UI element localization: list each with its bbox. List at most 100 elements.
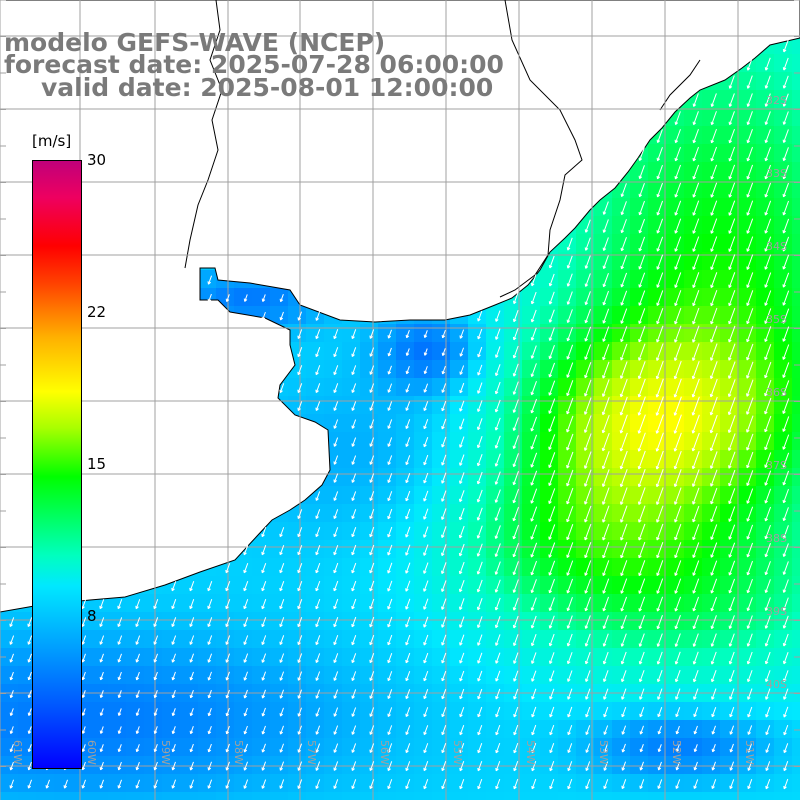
wind-arrow: [621, 706, 627, 718]
wind-arrow: [477, 382, 483, 394]
wind-arrow: [279, 599, 285, 610]
wind-arrow: [333, 347, 339, 358]
wind-speed-cell: [288, 378, 307, 397]
wind-arrow: [782, 416, 790, 432]
wind-arrow: [423, 526, 429, 538]
wind-arrow: [710, 272, 718, 289]
wind-arrow: [369, 616, 375, 628]
wind-speed-cell: [558, 702, 577, 721]
wind-arrow: [315, 491, 321, 501]
wind-speed-cell: [216, 774, 235, 793]
wind-speed-cell: [486, 342, 505, 361]
wind-speed-cell: [234, 576, 253, 595]
wind-speed-cell: [792, 90, 800, 109]
wind-arrow: [279, 580, 285, 592]
wind-speed-cell: [540, 648, 559, 667]
wind-arrow: [207, 725, 212, 735]
wind-arrow: [782, 615, 789, 629]
wind-arrow: [351, 329, 357, 340]
wind-arrow: [549, 670, 555, 682]
wind-speed-cell: [414, 342, 433, 361]
wind-speed-cell: [648, 756, 667, 775]
wind-speed-cell: [342, 468, 361, 487]
wind-speed-cell: [360, 342, 379, 361]
wind-speed-cell: [324, 774, 343, 793]
wind-arrow: [512, 417, 519, 431]
wind-speed-cell: [684, 792, 703, 800]
wind-speed-cell: [450, 378, 469, 397]
wind-speed-cell: [792, 126, 800, 145]
wind-arrow: [315, 347, 321, 358]
wind-speed-cell: [378, 630, 397, 649]
wind-arrow: [512, 310, 519, 323]
wind-arrow: [692, 505, 700, 523]
latitude-label: 39S: [766, 605, 787, 618]
wind-arrow: [261, 617, 267, 628]
wind-arrow: [656, 541, 664, 559]
wind-speed-cell: [468, 648, 487, 667]
wind-arrow: [477, 400, 483, 412]
wind-speed-cell: [468, 612, 487, 631]
wind-arrow: [729, 706, 735, 718]
wind-speed-cell: [288, 756, 307, 775]
wind-speed-cell: [792, 630, 800, 649]
longitude-label: 58W: [232, 740, 245, 765]
wind-arrow: [405, 671, 411, 682]
wind-speed-cell: [378, 486, 397, 505]
wind-speed-cell: [432, 594, 451, 613]
wind-arrow: [621, 688, 627, 700]
wind-speed-cell: [630, 522, 649, 541]
wind-speed-cell: [324, 594, 343, 613]
wind-arrow: [27, 617, 33, 628]
wind-speed-cell: [504, 306, 523, 325]
wind-arrow: [782, 434, 790, 450]
wind-arrow: [709, 414, 718, 434]
wind-arrow: [387, 743, 393, 754]
wind-arrow: [782, 218, 790, 234]
wind-speed-cell: [450, 792, 469, 800]
wind-arrow: [513, 706, 519, 718]
wind-speed-cell: [738, 396, 757, 415]
wind-arrow: [765, 761, 771, 772]
wind-arrow: [638, 560, 646, 577]
wind-arrow: [674, 578, 682, 594]
wind-arrow: [99, 761, 104, 771]
wind-arrow: [297, 617, 303, 628]
wind-arrow: [441, 454, 447, 466]
wind-arrow: [315, 509, 321, 520]
wind-arrow: [135, 779, 141, 789]
wind-speed-cell: [612, 396, 631, 415]
wind-arrow: [567, 778, 573, 790]
wind-speed-cell: [108, 648, 127, 667]
wind-speed-cell: [630, 504, 649, 523]
wind-arrow: [693, 761, 698, 771]
wind-arrow: [189, 743, 194, 753]
wind-arrow: [639, 779, 645, 790]
wind-arrow: [441, 400, 447, 412]
wind-arrow: [782, 200, 790, 216]
wind-arrow: [243, 617, 249, 628]
wind-speed-cell: [486, 648, 505, 667]
wind-speed-cell: [486, 306, 505, 325]
wind-arrow: [675, 688, 681, 700]
wind-arrow: [459, 778, 465, 790]
wind-arrow: [711, 706, 717, 718]
wind-arrow: [512, 435, 519, 450]
wind-speed-cell: [234, 594, 253, 613]
wind-arrow: [135, 617, 141, 628]
wind-speed-cell: [342, 558, 361, 577]
wind-arrow: [728, 506, 736, 522]
wind-speed-cell: [90, 702, 109, 721]
wind-arrow: [638, 254, 646, 270]
wind-speed-cell: [360, 666, 379, 685]
wind-speed-cell: [792, 576, 800, 595]
wind-speed-cell: [378, 360, 397, 379]
wind-speed-cell: [360, 540, 379, 559]
wind-speed-cell: [396, 432, 415, 451]
wind-arrow: [494, 399, 501, 413]
wind-arrow: [746, 397, 754, 415]
wind-arrow: [583, 451, 592, 469]
wind-speed-cell: [126, 648, 145, 667]
wind-arrow: [655, 343, 664, 361]
wind-speed-cell: [648, 738, 667, 757]
